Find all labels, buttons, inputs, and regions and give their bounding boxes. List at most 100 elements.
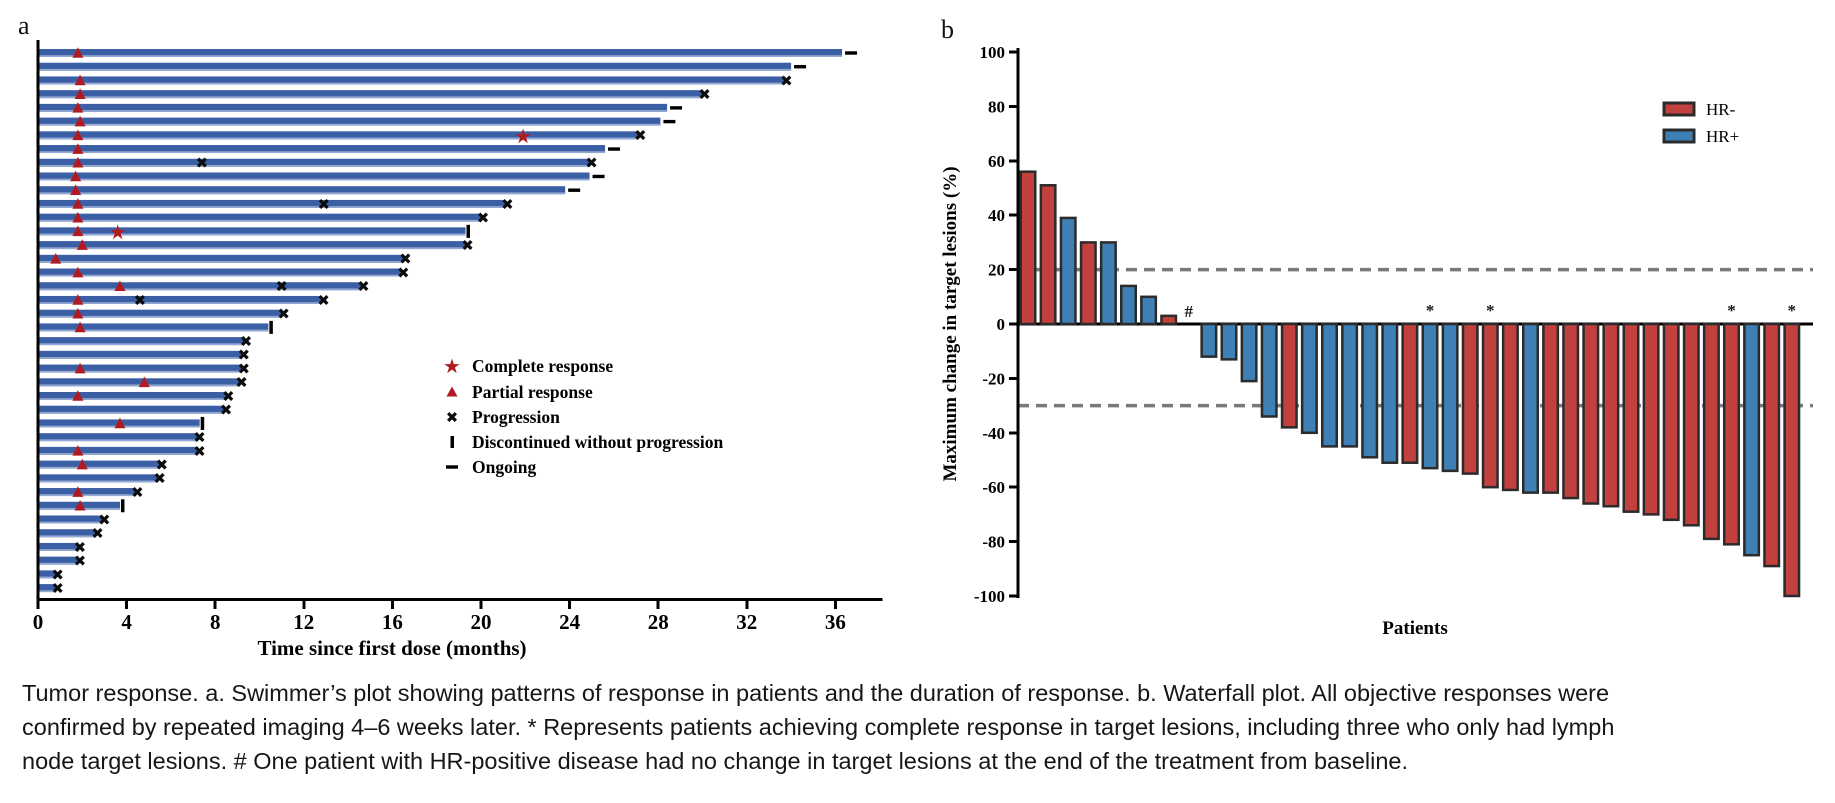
y-axis-tick (1009, 104, 1018, 108)
partial-response-triangle-icon (72, 129, 84, 141)
swimmer-bar (39, 529, 96, 538)
waterfall-bar (1441, 322, 1459, 473)
y-tick-label: -40 (982, 424, 1005, 443)
waterfall-bar (1682, 322, 1700, 527)
waterfall-bar (1662, 322, 1680, 522)
waterfall-bar (1421, 322, 1439, 470)
ongoing-dash-icon (608, 147, 621, 151)
x-axis-tick (390, 601, 394, 609)
ongoing-dash-icon (670, 106, 683, 110)
waterfall-bar (1381, 322, 1399, 464)
waterfall-bar (1481, 322, 1499, 489)
x-tick-label: 36 (825, 610, 846, 634)
swimmer-bar-highlight (39, 590, 56, 593)
y-axis-tick (1009, 485, 1018, 489)
waterfall-bar (1019, 170, 1037, 326)
swimmer-plot-panel: a 0 4 8 12 16 20 24 28 32 36 Time since first dose … (18, 11, 883, 660)
swimmer-bar (39, 364, 242, 373)
waterfall-bar (1260, 322, 1278, 418)
waterfall-bar (1743, 322, 1761, 557)
swimmer-bar (39, 103, 668, 112)
swimmer-bar-highlight (39, 123, 661, 126)
progression-x-icon: ✖ (317, 291, 330, 309)
swimmer-bar (39, 474, 158, 483)
partial-response-triangle-icon (74, 499, 86, 511)
swimmer-bar-highlight (39, 370, 242, 373)
partial-response-triangle-icon (76, 458, 88, 470)
progression-x-icon: ✖ (193, 442, 206, 460)
partial-response-triangle-icon (76, 239, 88, 250)
waterfall-bar (1140, 295, 1158, 326)
progression-x-icon: ✖ (397, 264, 410, 282)
progression-x-icon: ✖ (698, 86, 711, 104)
progression-x-icon: ✖ (237, 360, 250, 378)
y-axis-tick (1009, 322, 1018, 326)
x-axis-tick (125, 601, 129, 609)
complete-response-asterisk: * (1486, 301, 1495, 320)
progression-x-icon: ✖ (235, 374, 248, 392)
swimmer-bar-highlight (39, 96, 703, 99)
swimmer-bar-highlight (39, 453, 198, 455)
legend-label: HR- (1706, 100, 1736, 119)
partial-response-triangle-icon (72, 486, 84, 497)
partial-response-triangle-icon (74, 88, 86, 99)
progression-x-icon: ✖ (317, 195, 330, 213)
progression-x-icon: ✖ (131, 483, 144, 501)
waterfall-bar (1341, 322, 1359, 448)
swimmer-bar (39, 460, 160, 469)
swimmer-bar-highlight (39, 535, 96, 538)
ongoing-dash-icon (845, 51, 858, 55)
partial-response-triangle-icon (70, 170, 82, 182)
waterfall-bar (1582, 322, 1600, 505)
waterfall-bar (1542, 322, 1560, 494)
swimmer-bar-highlight (39, 192, 566, 195)
waterfall-bar (1099, 241, 1117, 326)
partial-response-triangle-icon (72, 266, 84, 278)
x-tick-label: 0 (33, 610, 44, 634)
partial-response-triangle-icon (72, 143, 84, 154)
legend-label: Progression (472, 407, 560, 427)
progression-x-icon: ✖ (275, 278, 288, 296)
y-axis-tick (1009, 213, 1018, 217)
swimmer-bar (39, 49, 843, 57)
legend-label: Partial response (472, 382, 593, 402)
waterfall-bar (1120, 284, 1137, 326)
progression-x-icon: ✖ (585, 154, 598, 172)
ongoing-dash-icon (663, 119, 676, 124)
x-tick-label: 4 (121, 610, 132, 634)
legend-ongoing-icon (446, 465, 458, 469)
swimmer-bar (39, 76, 785, 85)
waterfall-bar (1300, 322, 1318, 435)
partial-response-triangle-icon (74, 115, 86, 127)
waterfall-bar (1723, 322, 1740, 546)
swimmer-bar-highlight (39, 68, 792, 71)
swimmer-bar-highlight (39, 288, 362, 291)
partial-response-triangle-icon (114, 417, 126, 429)
swimmer-bar-highlight (39, 549, 78, 551)
x-axis-tick (568, 601, 572, 609)
y-tick-label: -100 (974, 587, 1005, 606)
legend-label: Ongoing (472, 457, 536, 477)
figure-caption: Tumor response. a. Swimmer’s plot showin… (22, 676, 1822, 778)
swimmer-bar (39, 570, 56, 579)
y-axis-tick (1009, 159, 1018, 163)
discontinued-tick-icon (269, 320, 273, 334)
partial-response-triangle-icon (72, 445, 84, 456)
waterfall-bar (1642, 322, 1660, 516)
progression-x-icon: ✖ (477, 209, 490, 227)
x-tick-label: 20 (471, 610, 492, 634)
waterfall-bar (1280, 322, 1298, 429)
progression-x-icon: ✖ (134, 291, 147, 309)
y-tick-label: -60 (982, 478, 1005, 497)
partial-response-triangle-icon (72, 307, 84, 319)
waterfall-bar (1562, 322, 1580, 500)
swimmer-bar-highlight (39, 343, 244, 346)
complete-response-star-icon: ★ (514, 124, 532, 148)
swimmer-bar (39, 392, 227, 400)
progression-x-icon: ✖ (153, 470, 166, 488)
caption-line-1: Tumor response. a. Swimmer’s plot showin… (22, 680, 1610, 706)
y-axis-tick (1009, 540, 1018, 544)
progression-x-icon: ✖ (51, 579, 64, 597)
y-tick-label: 20 (988, 261, 1005, 280)
waterfall-bar (1461, 322, 1479, 475)
